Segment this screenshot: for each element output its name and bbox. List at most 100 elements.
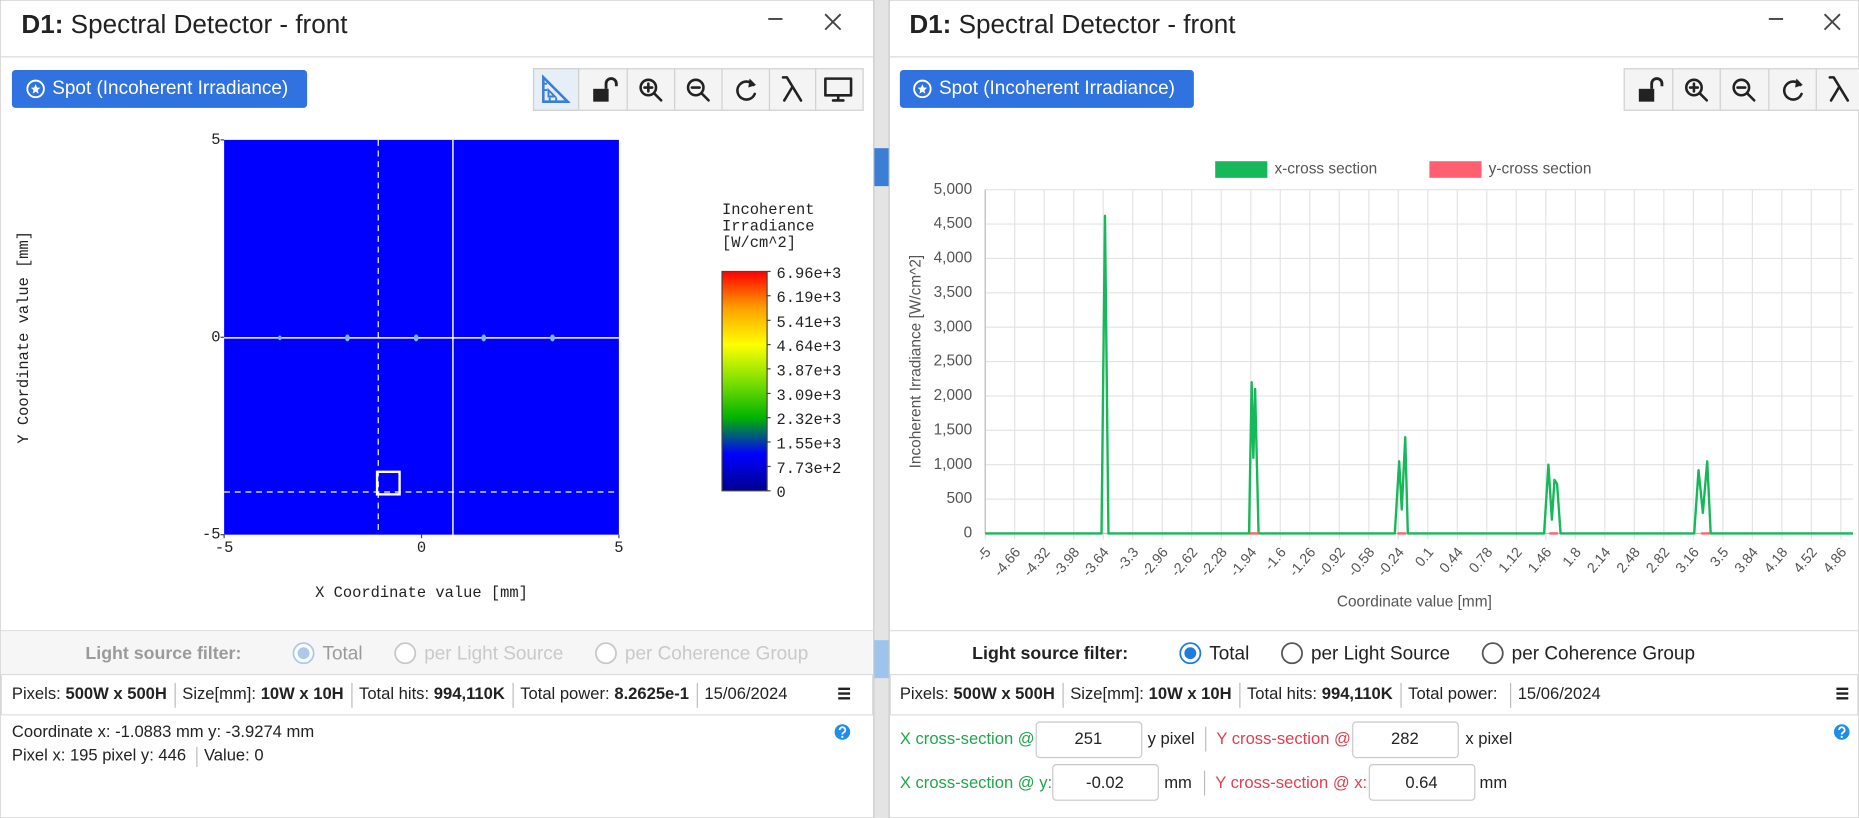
info-value: 15/06/2024: [1518, 684, 1601, 703]
mode-button-label: Spot (Incoherent Irradiance): [52, 78, 288, 99]
colorbar-title: Incoherent: [722, 201, 814, 219]
pixel: Pixel x: 195 pixel y: 446: [12, 746, 186, 765]
help-button[interactable]: [833, 723, 852, 741]
info-bar: [889, 673, 1859, 716]
y-cross-input[interactable]: [1352, 721, 1459, 759]
y-tick-label: 500: [946, 490, 972, 507]
x-cross-value: 251: [1075, 729, 1103, 748]
radio: [394, 642, 417, 665]
spot: [345, 334, 350, 342]
filter-label: Light source filter:: [85, 643, 241, 663]
colorbar-tick-label: 2.32e+3: [777, 411, 842, 429]
filter-options: Total per Light Source per Coherence Group: [292, 642, 808, 665]
info-items: Pixels: 500W x 500H Size[mm]: 10W x 10H Tota…: [12, 682, 787, 708]
colorbar-tick-label: 1.55e+3: [777, 435, 842, 453]
info-label: Pixels:: [900, 684, 949, 703]
y-tick-label: 4,500: [934, 215, 973, 232]
radio-label: per Light Source: [424, 643, 563, 664]
y-axis-title: Incoherent Irradiance [W/cm^2]: [908, 255, 925, 469]
y-tick-label: 3,000: [934, 318, 973, 335]
legend-label[interactable]: y-cross section: [1489, 161, 1592, 178]
background-button: [873, 640, 890, 679]
left-window: D1: Spectral Detector - front Spot (Inco…: [0, 0, 875, 818]
colorbar-tick-label: 5.41e+3: [777, 314, 842, 332]
legend-label[interactable]: x-cross section: [1274, 161, 1377, 178]
info-value: 500W x 500H: [953, 684, 1054, 703]
info-label: Size[mm]:: [1070, 684, 1144, 703]
info-value: 10W x 10H: [1149, 684, 1232, 703]
mode-button-label: Spot (Incoherent Irradiance): [939, 78, 1175, 99]
spot: [550, 334, 555, 342]
close-button[interactable]: [1823, 13, 1841, 31]
colorbar-tick-label: 3.87e+3: [777, 362, 842, 380]
y-tick-label: 1,500: [934, 421, 973, 438]
y-tick-label: -5: [202, 526, 221, 544]
y-tick-label: 2,000: [934, 387, 973, 404]
radio-label: Total: [1209, 643, 1249, 664]
radio[interactable]: [1281, 642, 1303, 665]
mode-button[interactable]: [11, 69, 308, 108]
spots: [278, 334, 555, 342]
mode-button[interactable]: [899, 69, 1194, 108]
legend-swatch: [1215, 161, 1268, 178]
x-cross-mm-label: X cross-section @ y:: [900, 773, 1052, 792]
legend-swatch: [1429, 161, 1482, 178]
y-cross-mm-unit: mm: [1480, 773, 1508, 792]
info-value: 500W x 500H: [65, 684, 166, 703]
colorbar: [721, 270, 768, 492]
title-bold: D1:: [21, 9, 63, 39]
x-tick-label: 5: [614, 539, 623, 557]
window-title: D1: Spectral Detector - front: [909, 9, 1236, 39]
radio[interactable]: [1481, 642, 1504, 665]
y-cross-mm-value: 0.64: [1405, 773, 1437, 792]
spot: [278, 335, 282, 341]
colorbar-tick-label: 7.73e+2: [777, 460, 842, 478]
x-cross-label: X cross-section @: [900, 729, 1035, 748]
x-tick-label: -5: [215, 539, 234, 557]
cursor: [224, 139, 619, 535]
y-axis-title: Y Coordinate value [mm]: [15, 231, 33, 444]
info-value: 994,110K: [434, 684, 505, 703]
info-value: 15/06/2024: [704, 684, 787, 703]
colorbar-title: Irradiance: [722, 218, 814, 236]
cursor-box: [375, 470, 401, 496]
y-tick-label: 0: [211, 328, 220, 346]
filter-label: Light source filter:: [972, 643, 1128, 663]
x-cross-mm-unit: mm: [1164, 773, 1192, 792]
x-axis-title: Coordinate value [mm]: [1337, 593, 1492, 610]
info-label: Total hits:: [1247, 684, 1317, 703]
help-button[interactable]: [1833, 723, 1851, 741]
y-tick-label: 5: [211, 131, 220, 149]
info-label: Total power:: [1408, 684, 1497, 703]
toolbar-dividers: [577, 68, 817, 111]
x-cross-mm-input[interactable]: [1052, 764, 1159, 801]
colorbar-tick-label: 0: [777, 484, 786, 502]
toolbar: [532, 68, 864, 111]
coordinate: Coordinate x: -1.0883 mm y: -3.9274 mm: [12, 722, 314, 741]
info-value: 10W x 10H: [261, 684, 344, 703]
close-button[interactable]: [824, 13, 842, 31]
info-label: Total power:: [520, 684, 609, 703]
colorbar-tick-label: 6.19e+3: [777, 289, 842, 307]
y-tick-label: 4,000: [934, 250, 973, 267]
y-tick-label: 2,500: [934, 353, 973, 370]
spot: [481, 334, 487, 342]
title-bold: D1:: [909, 9, 951, 39]
radio-dot: [297, 647, 310, 660]
x-cross-input[interactable]: [1035, 721, 1143, 759]
spot: [413, 334, 419, 342]
y-tick-label: 5,000: [934, 181, 973, 198]
y-tick-label: 1,000: [934, 456, 973, 473]
radio-label: per Light Source: [1311, 643, 1450, 664]
title-text: Spectral Detector - front: [71, 9, 349, 39]
info-value: 994,110K: [1322, 684, 1393, 703]
y-cross-mm-input[interactable]: [1368, 764, 1476, 801]
colorbar-tick-label: 3.09e+3: [777, 387, 842, 405]
series-line: [985, 214, 1854, 535]
title-text: Spectral Detector - front: [959, 9, 1237, 39]
radio: [595, 642, 617, 665]
y-tick-label: 0: [964, 525, 973, 542]
y-cross-label: Y cross-section @: [1216, 729, 1350, 748]
pixel-value: Value: 0: [204, 746, 264, 765]
